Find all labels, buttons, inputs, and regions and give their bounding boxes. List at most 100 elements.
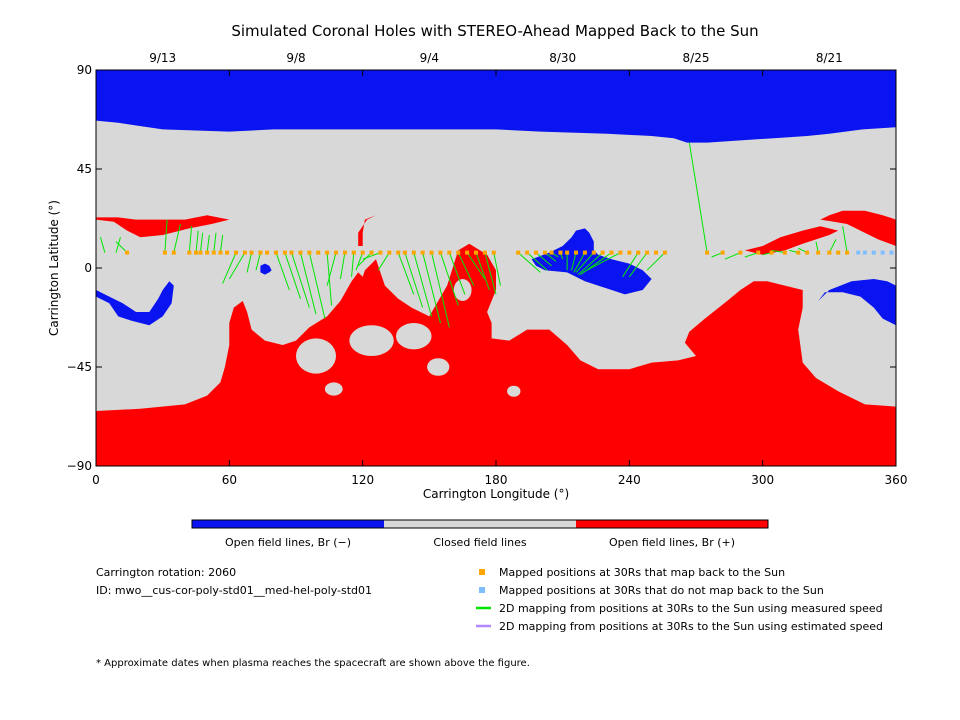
mapped-position <box>225 250 230 255</box>
mapping-line <box>622 252 639 278</box>
x-tick-label: 180 <box>485 473 508 487</box>
x-tick-label: 60 <box>222 473 237 487</box>
mapped-position <box>720 250 725 255</box>
closed-island <box>324 382 343 396</box>
mapping-line <box>842 226 848 253</box>
y-tick-label: 0 <box>84 261 92 275</box>
legend-label: 2D mapping from positions at 30Rs to the… <box>499 620 883 633</box>
mapping-line <box>475 252 490 291</box>
mapped-position <box>534 250 538 255</box>
mapped-position <box>845 250 850 255</box>
mapped-position <box>316 250 321 255</box>
x-tick-label: 240 <box>618 473 641 487</box>
unmapped-position <box>889 250 894 255</box>
mapping-line <box>199 232 204 253</box>
mapped-position <box>582 250 587 255</box>
negative-hole <box>260 263 272 275</box>
colorbar-label: Open field lines, Br (−) <box>225 536 351 549</box>
positive-hole <box>744 226 839 255</box>
mapped-position <box>756 250 761 255</box>
mapping-line <box>484 252 497 295</box>
mapping-line <box>357 252 372 267</box>
mapping-line <box>582 252 621 273</box>
mapping-line <box>188 226 193 253</box>
x-axis-label: Carrington Longitude (°) <box>423 487 569 501</box>
y-tick-label: −45 <box>67 360 92 374</box>
mapping-line <box>219 234 224 253</box>
closed-island <box>427 358 450 376</box>
mapped-position <box>796 250 801 255</box>
mapping-line <box>308 252 326 319</box>
mapped-position <box>565 250 570 255</box>
colorbar-segment <box>576 520 768 528</box>
colorbar-segment <box>192 520 384 528</box>
mapped-position <box>805 250 810 255</box>
mapping-line <box>299 252 317 315</box>
mapped-position <box>465 250 470 255</box>
mapped-position <box>369 250 374 255</box>
mapping-line <box>195 230 199 253</box>
y-tick-label: 90 <box>77 63 92 77</box>
legend-label: Mapped positions at 30Rs that map back t… <box>499 566 785 579</box>
mapping-line <box>275 252 290 291</box>
mapping-line <box>291 252 310 308</box>
mapped-position <box>549 250 554 255</box>
mapping-line <box>351 252 355 277</box>
mapping-line <box>724 252 741 260</box>
mapping-line <box>577 252 604 275</box>
unmapped-position <box>880 250 885 255</box>
mapped-position <box>609 250 614 255</box>
mapping-line <box>535 252 552 267</box>
mapping-line <box>355 252 364 271</box>
mapped-position <box>396 250 401 255</box>
unmapped-position <box>856 250 861 255</box>
mapped-position <box>334 250 338 255</box>
mapped-position <box>258 250 263 255</box>
unmapped-position <box>862 250 867 255</box>
mapped-position <box>211 250 216 255</box>
mapping-line <box>493 252 501 286</box>
x-tick-label: 0 <box>92 473 100 487</box>
mapped-position <box>491 250 496 255</box>
mapping-line <box>173 223 181 253</box>
positive-hole <box>820 210 896 246</box>
mapped-position <box>234 250 238 255</box>
mapping-line <box>326 252 337 286</box>
legend-label: 2D mapping from positions at 30Rs to the… <box>499 602 883 615</box>
mapped-position <box>420 250 425 255</box>
mapped-position <box>456 250 461 255</box>
mapped-position <box>411 250 416 255</box>
chart-title: Simulated Coronal Holes with STEREO-Ahea… <box>231 22 758 40</box>
axes: 0 60 120 180 240 300 360 90 45 0 −45 −90 9/13 9/8 9/4 8… <box>67 51 908 487</box>
mapping-line <box>575 252 595 273</box>
mapped-position <box>298 250 303 255</box>
mapped-position <box>360 250 365 255</box>
mapped-position <box>738 250 743 255</box>
mapping-line <box>377 252 390 271</box>
negative-hole <box>818 279 896 326</box>
mapped-position <box>282 250 287 255</box>
mapped-position <box>125 250 130 255</box>
mapping-line <box>246 252 253 273</box>
colorbar-segment <box>384 520 576 528</box>
mapped-position <box>827 250 832 255</box>
closed-island <box>453 279 472 301</box>
mapped-position <box>662 250 667 255</box>
mapped-position <box>816 250 821 255</box>
mapped-position <box>274 250 278 255</box>
mapped-position <box>525 250 530 255</box>
mapped-position <box>574 250 578 255</box>
x-tick-label: 300 <box>751 473 774 487</box>
mapping-line <box>517 252 541 273</box>
mapped-position <box>627 250 632 255</box>
colorbar-frame <box>191 519 769 529</box>
carrington-rotation: Carrington rotation: 2060 <box>96 566 236 579</box>
unmapped-position <box>871 250 876 255</box>
mapping-line <box>413 252 433 317</box>
north-polar-hole <box>96 70 896 143</box>
negative-hole <box>96 281 174 326</box>
mapping-line <box>448 252 466 295</box>
mapped-position <box>438 250 443 255</box>
date-label: 8/25 <box>683 51 710 65</box>
